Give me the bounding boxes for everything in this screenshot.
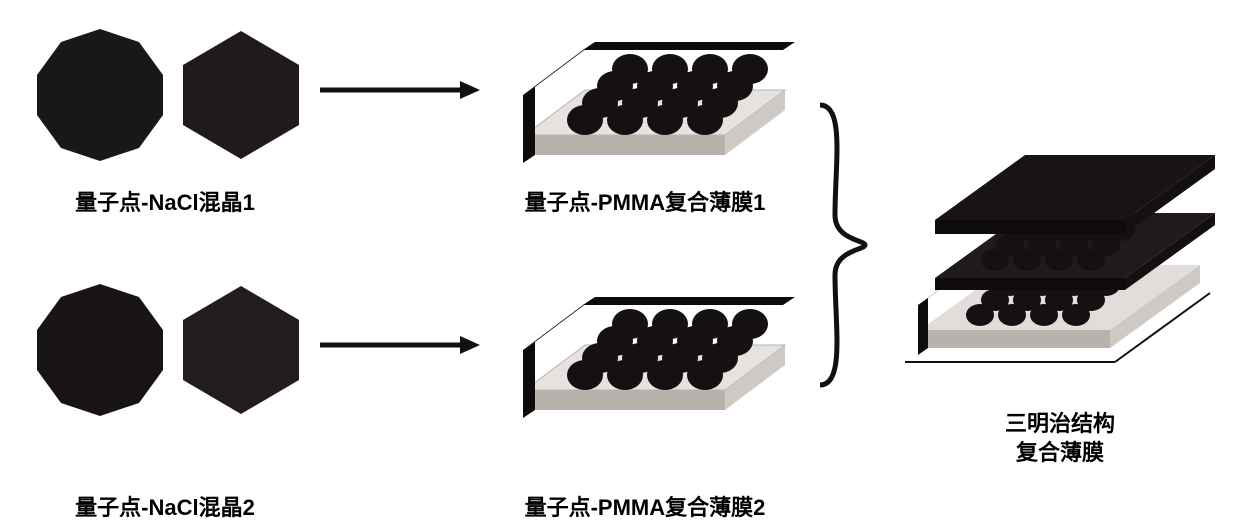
decagon-icon: [30, 280, 170, 420]
brace-icon: [810, 95, 880, 395]
crystal-group-1: [30, 25, 306, 165]
arrow-2-icon: [315, 330, 485, 360]
decagon-icon: [30, 25, 170, 165]
sandwich-label-line2: 复合薄膜: [930, 439, 1190, 468]
hexagon-icon: [176, 280, 306, 420]
film-1-label: 量子点-PMMA复合薄膜1: [495, 185, 795, 217]
arrow-1-icon: [315, 75, 485, 105]
sandwich-label: 三明治结构 复合薄膜: [930, 410, 1190, 467]
sandwich-icon: [900, 110, 1220, 400]
film-2-icon: [495, 260, 795, 435]
crystal-1-label: 量子点-NaCl混晶1: [30, 185, 300, 217]
hexagon-icon: [176, 25, 306, 165]
crystal-2-label: 量子点-NaCl混晶2: [30, 490, 300, 522]
crystal-group-2: [30, 280, 306, 420]
sandwich-label-line1: 三明治结构: [930, 410, 1190, 439]
film-1-icon: [495, 5, 795, 180]
film-2-label: 量子点-PMMA复合薄膜2: [495, 490, 795, 522]
